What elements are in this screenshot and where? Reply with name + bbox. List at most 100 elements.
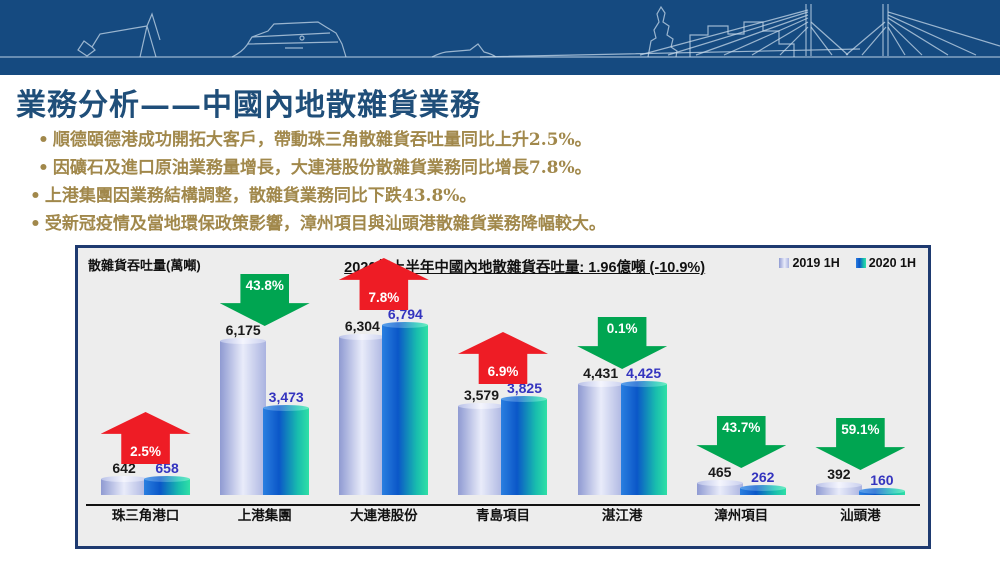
- change-percent-label: 43.8%: [245, 278, 284, 293]
- legend-label: 2020 1H: [868, 256, 916, 270]
- change-percent-label: 0.1%: [606, 321, 638, 336]
- bar-column-2019: 3,579: [458, 387, 505, 495]
- bar-column-2019: 642: [101, 460, 148, 495]
- value-label-2020: 6,794: [387, 306, 423, 322]
- decrease-arrow: 43.8%: [219, 274, 310, 326]
- value-label-2019: 392: [827, 466, 851, 482]
- change-percent-label: 43.7%: [722, 420, 761, 435]
- bar-group: 6.9% 3,579 3,825 青島項目: [443, 276, 562, 542]
- bar-group: 0.1% 4,431 4,425 湛江港: [563, 276, 682, 542]
- value-label-2019: 6,175: [225, 322, 261, 338]
- bar-2020: [263, 405, 310, 495]
- value-label-2020: 3,825: [506, 380, 542, 396]
- value-label-2020: 160: [870, 472, 894, 488]
- bar-group: 2.5% 642 658 珠三角港口: [86, 276, 205, 542]
- bar-2020: [620, 381, 667, 495]
- category-label: 汕頭港: [840, 508, 881, 523]
- bar-2020: [144, 476, 191, 495]
- increase-arrow: 6.9%: [457, 332, 548, 384]
- value-label-2019: 465: [708, 464, 732, 480]
- value-label-2020: 262: [751, 469, 775, 485]
- value-label-2020: 658: [155, 460, 179, 476]
- bar-column-2020: 262: [739, 469, 786, 495]
- bar-pair: 6,304 6,794: [324, 306, 443, 495]
- bullet-marker: •: [30, 214, 41, 234]
- legend-swatch-2019: [779, 258, 790, 268]
- bar-pair: 3,579 3,825: [443, 380, 562, 495]
- banner: [0, 0, 1000, 75]
- bar-column-2019: 6,304: [339, 318, 386, 495]
- bullet-list: • 順德頤德港成功開拓大客戶，帶動珠三角散雜貨吞吐量同比上升2.5%。 • 因礦石及…: [30, 126, 970, 238]
- legend-swatch-2020: [855, 258, 866, 268]
- bar-2019: [339, 334, 386, 495]
- bar-2019: [458, 403, 505, 495]
- bar-group: 7.8% 6,304 6,794 大連港股份: [324, 258, 443, 542]
- bar-column-2020: 6,794: [382, 306, 429, 495]
- value-label-2019: 6,304: [344, 318, 380, 334]
- port-skyline-art: [0, 4, 1000, 58]
- bar-column-2020: 3,825: [501, 380, 548, 495]
- bullet-item: • 上港集團因業務結構調整，散雜貨業務同比下跌43.8%。: [30, 186, 477, 206]
- value-label-2019: 3,579: [463, 387, 499, 403]
- category-label: 大連港股份: [350, 508, 418, 523]
- value-label-2020: 3,473: [268, 389, 304, 405]
- change-percent-label: 7.8%: [368, 290, 400, 305]
- bullet-item: • 受新冠疫情及當地環保政策影響，漳州項目與汕頭港散雜貨業務降幅較大。: [30, 214, 606, 234]
- bar-column-2019: 6,175: [220, 322, 267, 495]
- bullet-item: • 順德頤德港成功開拓大客戶，帶動珠三角散雜貨吞吐量同比上升2.5%。: [38, 130, 592, 150]
- bullet-marker: •: [38, 130, 49, 150]
- bar-column-2020: 160: [858, 472, 905, 495]
- value-label-2019: 4,431: [583, 365, 619, 381]
- change-percent-label: 6.9%: [487, 364, 519, 379]
- decrease-arrow: 59.1%: [815, 418, 906, 470]
- legend-item-2019: 2019 1H: [779, 256, 840, 270]
- x-axis-line: [86, 504, 920, 506]
- category-label: 珠三角港口: [111, 508, 180, 523]
- category-label: 漳州項目: [714, 508, 769, 523]
- bar-column-2020: 3,473: [263, 389, 310, 495]
- bar-group: 43.8% 6,175 3,473 上港集團: [205, 274, 324, 542]
- bar-chart: 散雜貨吞吐量(萬噸) 2020年上半年中國內地散雜貨吞吐量: 1.96億噸 (-…: [75, 245, 931, 549]
- category-label: 湛江港: [601, 508, 643, 523]
- y-axis-label: 散雜貨吞吐量(萬噸): [88, 258, 201, 273]
- category-label: 青島項目: [475, 508, 530, 523]
- bar-2020: [501, 396, 548, 495]
- bar-column-2020: 658: [144, 460, 191, 495]
- value-label-2019: 642: [112, 460, 136, 476]
- bar-2020: [739, 485, 786, 495]
- category-label: 上港集團: [237, 508, 292, 523]
- change-percent-label: 59.1%: [841, 422, 880, 437]
- bar-2020: [858, 488, 905, 495]
- bar-column-2019: 4,431: [577, 365, 624, 495]
- bar-column-2019: 392: [815, 466, 862, 495]
- bar-2019: [815, 482, 862, 495]
- bar-column-2019: 465: [696, 464, 743, 495]
- bar-pair: 4,431 4,425: [563, 365, 682, 495]
- bar-2020: [382, 322, 429, 495]
- change-percent-label: 2.5%: [130, 444, 161, 459]
- decrease-arrow: 0.1%: [577, 317, 668, 369]
- bar-pair: 465 262: [682, 464, 801, 495]
- bar-pair: 392 160: [801, 466, 920, 495]
- value-label-2020: 4,425: [626, 365, 662, 381]
- increase-arrow: 2.5%: [100, 412, 191, 464]
- page-title: 業務分析——中國內地散雜貨業務: [16, 88, 481, 123]
- bar-2019: [577, 381, 624, 495]
- bar-group: 43.7% 465 262 漳州項目: [682, 276, 801, 542]
- decrease-arrow: 43.7%: [696, 416, 787, 468]
- bar-2019: [696, 480, 743, 495]
- chart-legend: 2019 1H 2020 1H: [779, 256, 916, 270]
- legend-item-2020: 2020 1H: [855, 256, 916, 270]
- plot-area: 2.5% 642 658 珠三角港口 43.8% 6,175 3,473 上港集團 7.8% 6,…: [86, 258, 920, 542]
- bar-2019: [101, 476, 148, 495]
- bar-2019: [220, 338, 267, 495]
- chart-title: 2020年上半年中國內地散雜貨吞吐量: 1.96億噸 (-10.9%): [344, 260, 706, 276]
- bar-pair: 6,175 3,473: [205, 322, 324, 495]
- bullet-item: • 因礦石及進口原油業務量增長，大連港股份散雜貨業務同比增長7.8%。: [38, 158, 592, 178]
- bullet-marker: •: [38, 158, 49, 178]
- legend-label: 2019 1H: [792, 256, 840, 270]
- bar-pair: 642 658: [86, 460, 205, 495]
- bar-group: 59.1% 392 160 汕頭港: [801, 276, 920, 542]
- bar-column-2020: 4,425: [620, 365, 667, 495]
